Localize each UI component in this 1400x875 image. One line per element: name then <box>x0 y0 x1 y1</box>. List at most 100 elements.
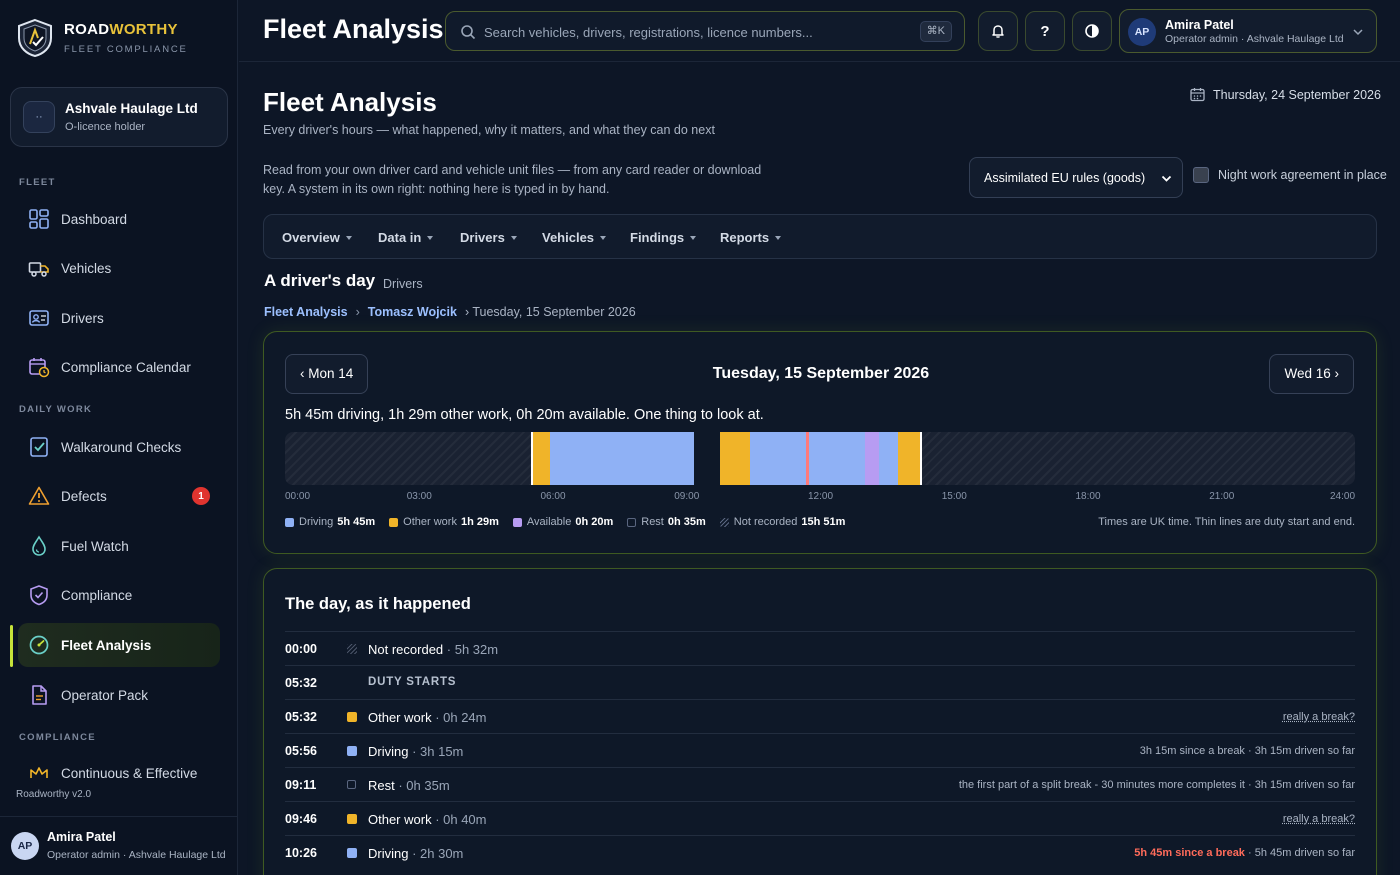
sidebar-item-walkaround-checks[interactable]: Walkaround Checks <box>18 425 220 469</box>
really-a-break-link[interactable]: really a break? <box>1283 711 1355 723</box>
gauge-icon <box>28 634 50 656</box>
breadcrumb-driver-link[interactable]: Tomasz Wojcik <box>368 305 457 319</box>
timeline-note: Times are UK time. Thin lines are duty s… <box>1098 516 1355 528</box>
event-label: Other work · 0h 40m <box>368 812 487 827</box>
sidebar-item-label: Continuous & Effective <box>61 766 197 778</box>
brand[interactable]: ROADWORTHY FLEET COMPLIANCE <box>16 18 188 58</box>
event-row[interactable]: 09:11 Rest · 0h 35m the first part of a sp… <box>285 767 1355 801</box>
activity-timeline[interactable] <box>285 432 1355 485</box>
caret-down-icon <box>600 236 606 240</box>
sidebar-item-dashboard[interactable]: Dashboard <box>18 197 220 241</box>
tab-overview[interactable]: Overview <box>282 230 352 245</box>
tab-drivers[interactable]: Drivers <box>460 230 517 245</box>
tab-vehicles[interactable]: Vehicles <box>542 230 606 245</box>
breadcrumb-separator: › <box>356 305 360 319</box>
current-date: Thursday, 24 September 2026 <box>1190 87 1381 102</box>
event-time: 05:32 <box>285 710 317 724</box>
timeline-segment-driving[interactable] <box>879 432 898 485</box>
legend-other-work: Other work 1h 29m <box>389 516 499 528</box>
legend-rest: Rest 0h 35m <box>627 516 706 528</box>
sidebar-item-label: Fuel Watch <box>61 539 129 554</box>
timeline-segment-driving[interactable] <box>809 432 865 485</box>
legend-not-recorded: Not recorded 15h 51m <box>720 516 846 528</box>
user-menu[interactable]: AP Amira Patel Operator admin · Ashvale … <box>1119 9 1377 53</box>
event-row[interactable]: 00:00 Not recorded · 5h 32m <box>285 631 1355 665</box>
sidebar-item-compliance[interactable]: Compliance <box>18 573 220 617</box>
driving-marker <box>347 848 357 858</box>
avatar: AP <box>1128 18 1156 46</box>
event-note: 3h 15m since a break · 3h 15m driven so … <box>1140 745 1355 757</box>
night-work-checkbox[interactable] <box>1193 167 1209 183</box>
event-row[interactable]: 09:46 Other work · 0h 40m really a break? <box>285 801 1355 835</box>
event-note: 5h 45m since a break · 5h 45m driven so … <box>1134 847 1355 859</box>
sidebar-item-continuous-effective[interactable]: Continuous & Effective <box>18 752 220 778</box>
checklist-icon <box>28 436 50 458</box>
theme-toggle-button[interactable] <box>1072 11 1112 51</box>
event-row[interactable]: 05:32 Other work · 0h 24m really a break? <box>285 699 1355 733</box>
timeline-tick-label: 03:00 <box>407 491 432 502</box>
notifications-button[interactable] <box>978 11 1018 51</box>
really-a-break-link[interactable]: really a break? <box>1283 813 1355 825</box>
sidebar-user-profile[interactable]: AP Amira Patel Operator admin · Ashvale … <box>0 816 238 875</box>
timeline-segment-rest[interactable] <box>694 432 720 485</box>
page-title: Fleet Analysis <box>263 87 437 118</box>
other-marker <box>347 712 357 722</box>
crown-icon <box>28 763 50 778</box>
defects-count-badge: 1 <box>192 487 210 505</box>
sidebar-item-compliance-calendar[interactable]: Compliance Calendar <box>18 345 220 389</box>
sidebar-item-operator-pack[interactable]: Operator Pack <box>18 673 220 717</box>
breadcrumb-root-link[interactable]: Fleet Analysis <box>264 305 348 319</box>
date-text: Thursday, 24 September 2026 <box>1213 88 1381 102</box>
not-recorded-marker <box>347 644 357 654</box>
day-timeline-panel: ‹ Mon 14 Tuesday, 15 September 2026 Wed … <box>263 331 1377 554</box>
sidebar-item-drivers[interactable]: Drivers <box>18 296 220 340</box>
timeline-segment-other[interactable] <box>532 432 550 485</box>
active-indicator <box>10 625 13 667</box>
chevron-down-icon <box>1352 26 1364 38</box>
org-name: Ashvale Haulage Ltd <box>65 101 198 116</box>
events-title: The day, as it happened <box>285 595 471 614</box>
timeline-tick-label: 06:00 <box>541 491 566 502</box>
calendar-clock-icon <box>28 356 50 378</box>
question-icon: ? <box>1040 23 1049 40</box>
sidebar-item-fuel-watch[interactable]: Fuel Watch <box>18 524 220 568</box>
next-day-button[interactable]: Wed 16 › <box>1269 354 1354 394</box>
caret-down-icon <box>511 236 517 240</box>
help-button[interactable]: ? <box>1025 11 1065 51</box>
duty-end-line <box>920 432 922 485</box>
event-row[interactable]: 05:32 DUTY STARTS <box>285 665 1355 699</box>
search-input[interactable] <box>484 20 914 44</box>
night-work-toggle[interactable]: Night work agreement in place <box>1193 167 1387 183</box>
timeline-segment-driving[interactable] <box>550 432 695 485</box>
sidebar-item-label: Operator Pack <box>61 688 148 703</box>
nav-section-compliance: COMPLIANCE <box>19 732 96 743</box>
event-row[interactable]: 10:26 Driving · 2h 30m 5h 45m since a brea… <box>285 835 1355 869</box>
event-time: 09:11 <box>285 778 316 792</box>
page-subtitle: Every driver's hours — what happened, wh… <box>263 123 715 137</box>
top-bar-title: Fleet Analysis <box>263 14 444 45</box>
global-search[interactable]: ⌘K <box>445 11 965 51</box>
sidebar-item-defects[interactable]: Defects 1 <box>18 474 220 518</box>
tab-findings[interactable]: Findings <box>630 230 696 245</box>
rules-select[interactable]: Assimilated EU rules (goods) <box>969 157 1183 198</box>
tab-data-in[interactable]: Data in <box>378 230 433 245</box>
event-label: Driving · 2h 30m <box>368 846 463 861</box>
legend-driving: Driving 5h 45m <box>285 516 375 528</box>
sidebar-item-vehicles[interactable]: Vehicles <box>18 246 220 290</box>
event-row[interactable]: 05:56 Driving · 3h 15m 3h 15m since a brea… <box>285 733 1355 767</box>
timeline-segment-driving[interactable] <box>750 432 806 485</box>
timeline-segment-other[interactable] <box>898 432 920 485</box>
calendar-icon <box>1190 87 1205 102</box>
event-time: 05:32 <box>285 676 317 690</box>
organisation-switcher[interactable]: ·· Ashvale Haulage Ltd O-licence holder <box>10 87 228 147</box>
sidebar-item-label: Vehicles <box>61 261 111 276</box>
org-badge: ·· <box>23 101 55 133</box>
shield-check-icon <box>28 584 50 606</box>
timeline-segment-other[interactable] <box>720 432 750 485</box>
grid-icon <box>28 208 50 230</box>
sidebar-item-fleet-analysis[interactable]: Fleet Analysis <box>18 623 220 667</box>
timeline-segment-available[interactable] <box>865 432 880 485</box>
timeline-tick-label: 24:00 <box>1330 491 1355 502</box>
duty-starts-label: DUTY STARTS <box>368 676 456 688</box>
tab-reports[interactable]: Reports <box>720 230 781 245</box>
